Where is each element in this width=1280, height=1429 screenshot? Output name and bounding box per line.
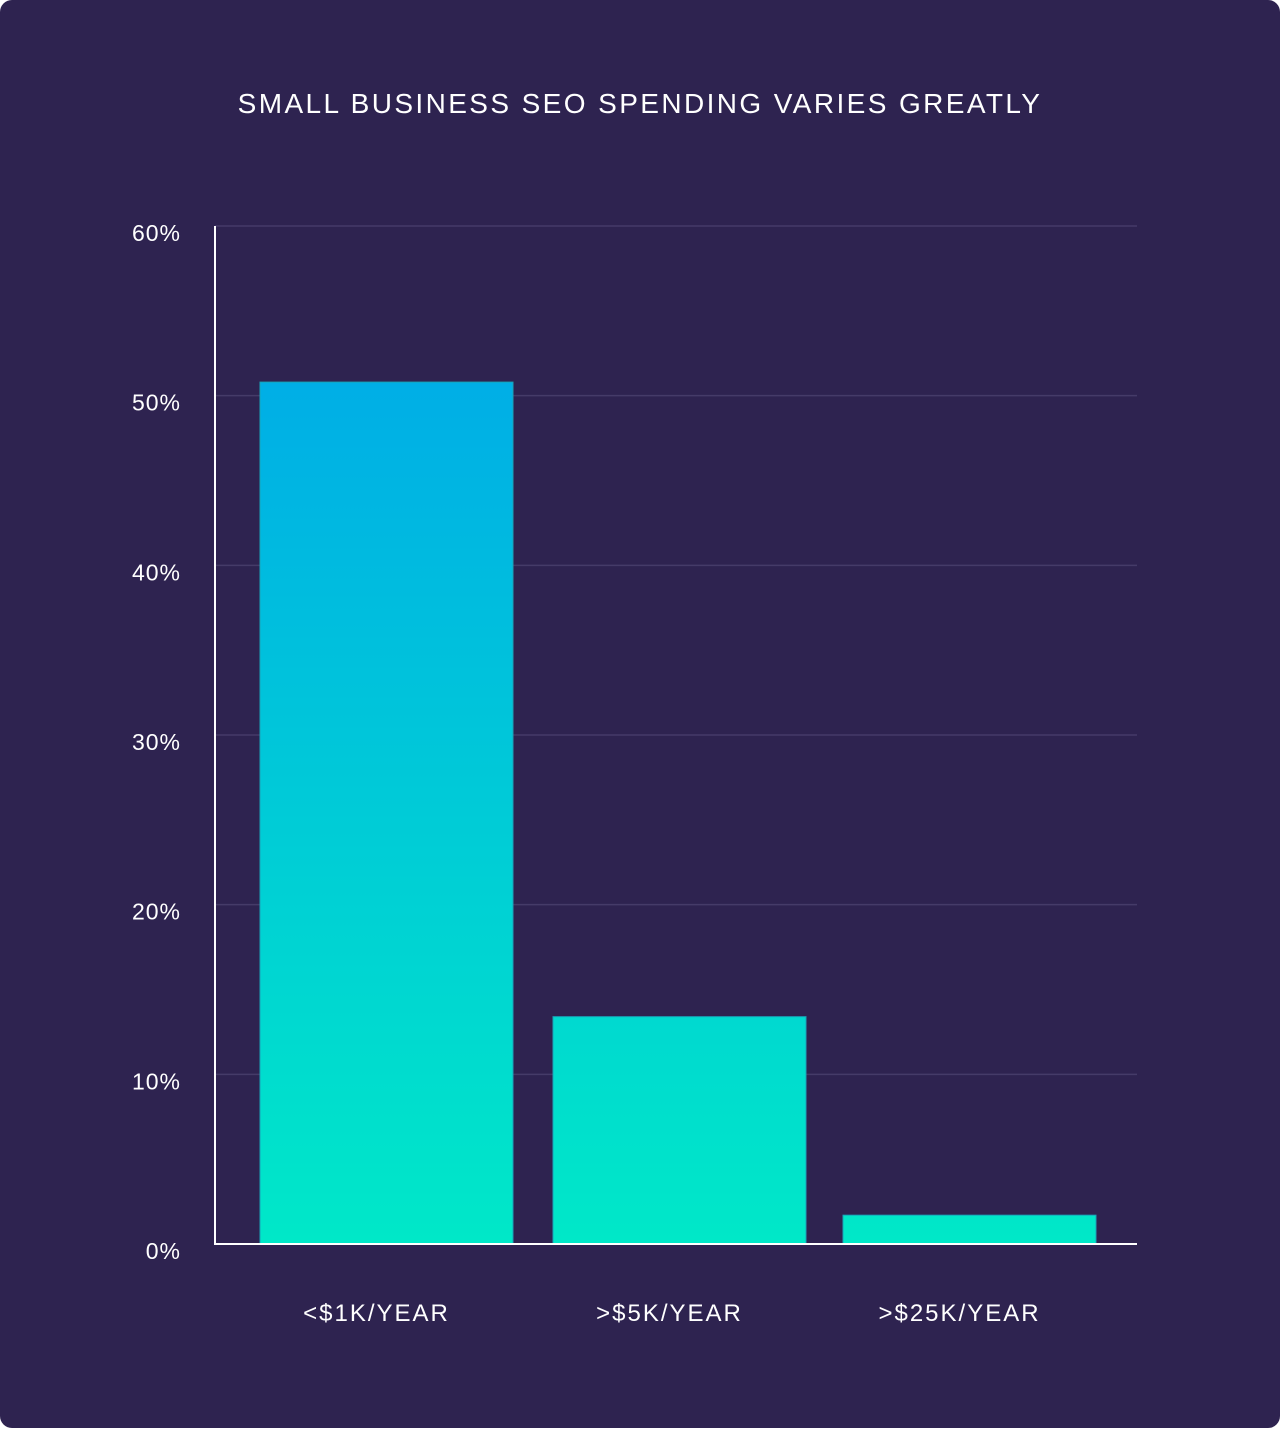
bar [552, 1016, 807, 1245]
bar [259, 381, 514, 1245]
x-tick-label: <$1K/YEAR [303, 1300, 450, 1327]
y-tick-label: 50% [132, 390, 181, 416]
x-tick-label: >$5K/YEAR [596, 1300, 743, 1327]
y-tick-label: 20% [132, 899, 181, 925]
y-tick-label: 40% [132, 559, 181, 585]
y-tick-label: 60% [132, 220, 181, 246]
y-tick-label: 10% [132, 1068, 181, 1094]
bar [842, 1214, 1097, 1245]
y-tick-label: 0% [146, 1238, 181, 1264]
chart-title: SMALL BUSINESS SEO SPENDING VARIES GREAT… [237, 88, 1043, 119]
x-tick-label: >$25K/YEAR [878, 1300, 1040, 1327]
y-tick-label: 30% [132, 729, 181, 755]
